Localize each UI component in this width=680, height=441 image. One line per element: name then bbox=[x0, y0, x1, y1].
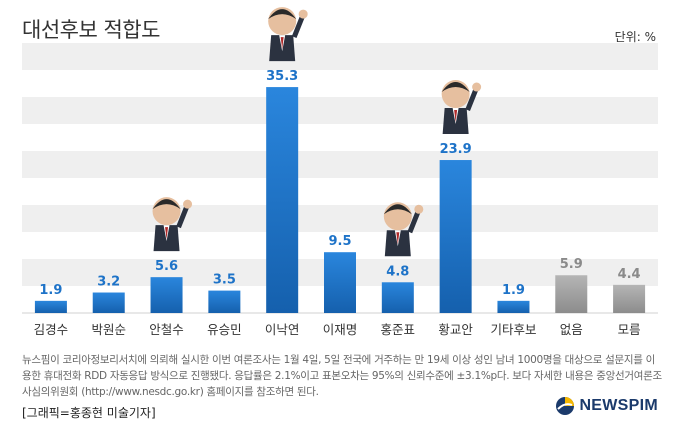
photo-arm-황교안 bbox=[465, 89, 478, 111]
photo-arm-안철수 bbox=[176, 206, 189, 229]
x-tick-label-박원순: 박원순 bbox=[91, 322, 126, 337]
photo-hair-홍준표 bbox=[383, 204, 412, 215]
grid-band bbox=[22, 43, 658, 70]
unit-label: 단위: % bbox=[614, 30, 656, 44]
data-label-홍준표: 4.8 bbox=[386, 264, 409, 279]
x-tick-label-홍준표: 홍준표 bbox=[381, 322, 416, 337]
photo-fist-황교안 bbox=[472, 82, 482, 92]
data-label-이낙연: 35.3 bbox=[266, 69, 298, 84]
photo-arm-홍준표 bbox=[407, 211, 421, 234]
photo-arm-이낙연 bbox=[291, 16, 305, 39]
data-label-기타후보: 1.9 bbox=[502, 283, 525, 298]
grid-band bbox=[22, 151, 658, 178]
x-tick-label-모름: 모름 bbox=[618, 322, 641, 337]
bar-황교안 bbox=[439, 160, 472, 313]
photo-fist-이낙연 bbox=[298, 9, 308, 19]
data-label-모름: 4.4 bbox=[618, 267, 641, 282]
photo-hair-황교안 bbox=[441, 82, 470, 93]
bar-모름 bbox=[613, 284, 646, 313]
x-tick-label-김경수: 김경수 bbox=[34, 322, 69, 337]
photo-tie-이낙연 bbox=[280, 37, 284, 50]
bar-박원순 bbox=[92, 292, 125, 313]
photo-fist-홍준표 bbox=[414, 204, 424, 214]
photo-hair-이낙연 bbox=[268, 9, 297, 20]
chart-title: 대선후보 적합도 bbox=[22, 18, 160, 42]
newspim-globe-icon bbox=[556, 397, 575, 415]
x-tick-label-기타후보: 기타후보 bbox=[490, 322, 536, 337]
photo-tie-안철수 bbox=[165, 227, 169, 240]
bar-안철수 bbox=[150, 277, 183, 313]
photo-fist-안철수 bbox=[183, 199, 193, 209]
photo-tie-홍준표 bbox=[396, 232, 400, 245]
data-label-황교안: 23.9 bbox=[440, 142, 472, 157]
graphic-credit: [그래픽=홍종현 미술기자] bbox=[22, 406, 156, 420]
brand-name: NEWSPIM bbox=[579, 397, 658, 414]
bar-홍준표 bbox=[381, 282, 414, 313]
data-label-이재명: 9.5 bbox=[328, 234, 351, 249]
bar-유승민 bbox=[208, 290, 241, 313]
bar-이낙연 bbox=[266, 87, 299, 313]
x-tick-label-안철수: 안철수 bbox=[149, 322, 184, 337]
grid-band bbox=[22, 205, 658, 232]
data-label-김경수: 1.9 bbox=[39, 283, 62, 298]
bar-기타후보 bbox=[497, 300, 530, 313]
bar-chart: 1.9 김경수 3.2 박원순 5.6 안철수 3.5 유승민 35.3 이낙연 9.5 이재명 4.8… bbox=[22, 7, 658, 337]
data-label-안철수: 5.6 bbox=[155, 259, 178, 274]
bar-이재명 bbox=[324, 252, 356, 313]
bar-김경수 bbox=[34, 300, 67, 313]
photo-hair-안철수 bbox=[152, 199, 181, 210]
x-tick-label-황교안: 황교안 bbox=[438, 322, 473, 337]
x-tick-label-이재명: 이재명 bbox=[323, 322, 358, 337]
x-tick-label-이낙연: 이낙연 bbox=[265, 322, 300, 337]
x-tick-label-없음: 없음 bbox=[560, 322, 583, 337]
data-label-박원순: 3.2 bbox=[97, 275, 120, 290]
x-tick-label-유승민: 유승민 bbox=[207, 322, 242, 337]
photo-tie-황교안 bbox=[454, 110, 458, 123]
grid-band bbox=[22, 97, 658, 124]
survey-note: 뉴스핌이 코리아정보리서치에 의뢰해 실시한 이번 여론조사는 1월 4일, 5… bbox=[22, 354, 662, 398]
data-label-없음: 5.9 bbox=[560, 257, 583, 272]
bar-없음 bbox=[555, 275, 588, 313]
data-label-유승민: 3.5 bbox=[213, 273, 236, 288]
newspim-logo: NEWSPIM bbox=[555, 396, 658, 416]
